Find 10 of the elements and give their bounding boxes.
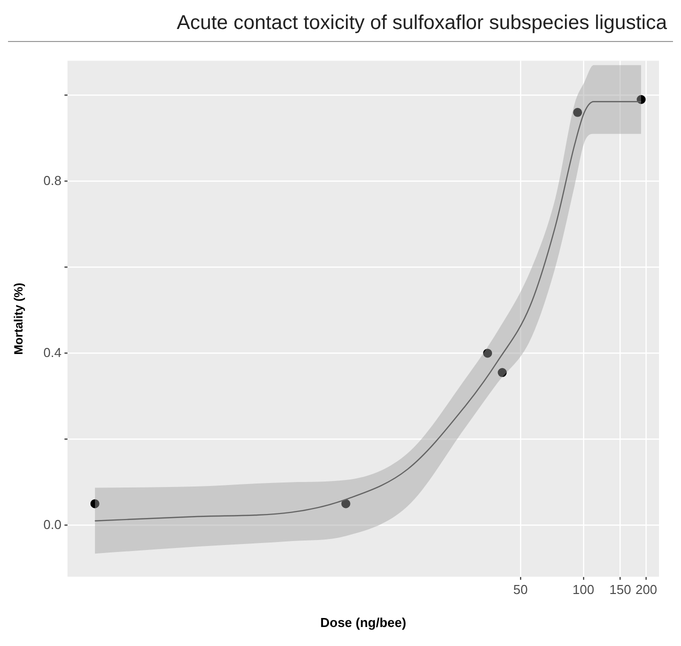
chart-title: Acute contact toxicity of sulfoxaflor subspecies ligustica [176, 11, 668, 36]
x-axis-title: Dose (ng/bee) [320, 614, 406, 630]
x-tick-label: 100 [572, 582, 594, 598]
y-tick-label: 0.8 [43, 172, 62, 188]
x-tick-label: 200 [635, 582, 658, 598]
x-tick-label: 50 [513, 582, 528, 598]
y-axis-title: Mortality (%) [12, 282, 26, 355]
x-tick-label: 150 [609, 582, 632, 598]
y-tick-label: 0.4 [43, 344, 62, 360]
y-tick-label: 0.0 [43, 516, 62, 532]
